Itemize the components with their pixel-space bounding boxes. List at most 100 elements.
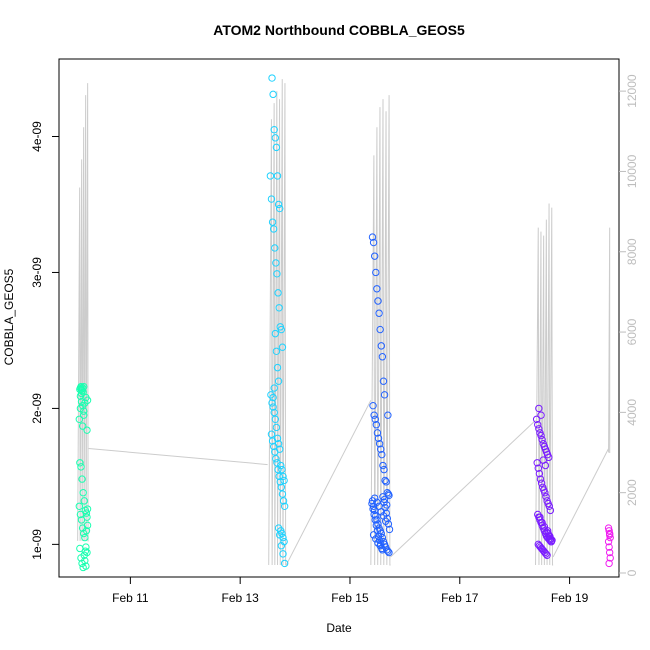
data-point [279,497,288,505]
data-point [385,525,394,534]
data-point [270,125,278,134]
data-point [277,483,286,491]
data-point [373,429,382,437]
data-point [379,461,387,470]
data-point [372,421,381,429]
series-4 [604,524,614,568]
data-point [78,387,86,395]
y-axis: 1e-09 2e-09 3e-09 4e-09 [30,121,59,560]
data-point [385,548,393,557]
data-point [276,478,284,486]
data-point [75,502,84,511]
data-point [378,546,387,554]
right-tick-label: 6000 [625,318,639,345]
data-point [605,531,614,539]
data-point [542,528,551,536]
data-point [378,450,386,459]
data-point [376,325,384,334]
data-point [370,494,379,502]
data-point [266,172,275,180]
x-tick-label: Feb 19 [551,591,589,605]
data-point [377,508,385,516]
series-1 [266,74,289,568]
data-point [532,415,541,423]
data-point [80,551,88,559]
data-point [81,547,90,555]
data-point [542,550,550,558]
data-point [271,415,280,423]
data-point [82,527,91,535]
data-point [373,527,382,535]
ferry-line-1 [285,400,372,566]
right-tick-label: 0 [625,569,639,576]
ferry-line-0 [88,448,268,466]
data-point [77,463,85,471]
x-tick-label: Feb 11 [112,591,149,605]
data-point [372,535,380,543]
data-point [535,469,544,478]
data-point [381,476,389,485]
data-point [547,535,555,543]
data-point [377,342,385,350]
data-point [78,422,87,430]
chart-title: ATOM2 Northbound COBBLA_GEOS5 [213,22,465,38]
data-point [276,531,284,539]
data-point [80,411,88,419]
data-point [370,252,379,260]
series-3 [532,404,556,559]
data-point [274,200,283,209]
altitude-profile-4 [608,227,611,454]
data-point [541,461,550,470]
right-tick-label: 8000 [625,238,639,265]
data-point [533,459,541,467]
data-point [268,399,276,407]
data-point [605,559,613,568]
data-point [80,382,88,391]
x-tick-label: Feb 15 [331,591,369,605]
data-point [543,551,551,559]
data-point [605,527,613,535]
data-point [77,389,86,398]
data-point [604,537,613,546]
y-tick-label: 2e-09 [30,393,44,424]
data-point [535,404,543,413]
data-point [373,498,381,506]
data-point [274,377,283,385]
data-point [372,512,380,520]
data-point [268,437,277,445]
data-point [605,543,613,551]
data-point [78,384,87,392]
data-point [269,403,277,411]
altitude-profile-3 [535,203,554,566]
data-point [370,510,378,519]
ferry-line-3 [552,448,610,558]
data-point [82,562,90,570]
data-point [604,524,613,532]
data-point [379,377,388,385]
data-point [383,501,391,509]
data-point [280,559,289,568]
data-point [274,289,282,297]
right-axis: 0 2000 4000 6000 8000 10000 12000 [619,74,639,576]
data-point [274,465,282,474]
data-point [385,491,393,500]
data-point [372,521,381,530]
data-point [276,204,284,213]
data-point [272,259,280,267]
data-point [384,411,392,419]
data-point [75,415,84,423]
data-point [268,218,277,226]
data-point [273,363,282,372]
data-point [275,472,283,481]
data-point [271,329,280,338]
data-point [537,411,545,419]
data-point [606,533,614,542]
data-point [76,459,84,467]
data-point [380,391,389,399]
data-point [270,384,278,392]
y-axis-label: COBBLA_GEOS5 [2,268,16,365]
right-tick-label: 12000 [625,74,639,108]
data-point [83,396,92,404]
data-point [370,411,378,419]
